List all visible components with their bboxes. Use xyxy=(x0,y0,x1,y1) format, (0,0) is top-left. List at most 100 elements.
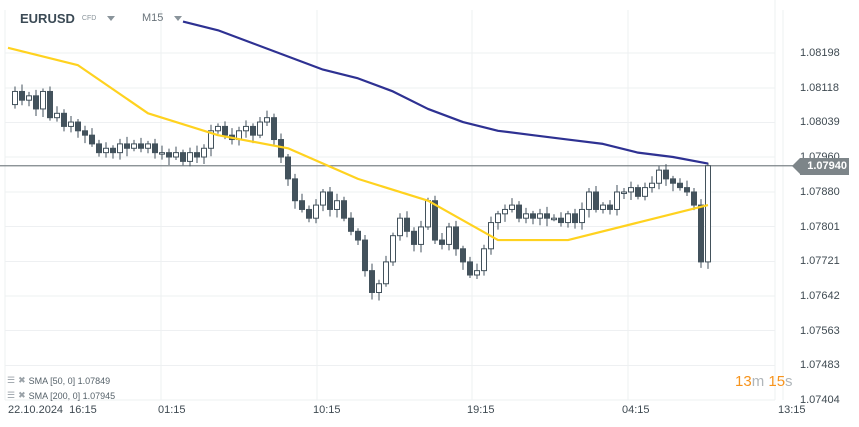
timer-m-unit: m xyxy=(751,373,765,390)
candle-bullish xyxy=(397,217,403,237)
candle-bullish xyxy=(649,182,655,189)
timer-seconds: 15 xyxy=(768,373,786,390)
candle-bullish xyxy=(187,152,193,162)
candle-bearish xyxy=(110,147,116,154)
candle-bearish xyxy=(607,204,613,210)
candle-bullish xyxy=(495,213,501,224)
time-tick-label: 22.10.2024 16:15 xyxy=(8,404,97,416)
symbol-name: EURUSD xyxy=(20,10,75,26)
candle-bearish xyxy=(691,191,697,206)
candle-bullish xyxy=(446,226,452,245)
candle-bearish xyxy=(663,169,669,180)
candle-bullish xyxy=(243,125,249,132)
candle-bullish xyxy=(614,191,620,210)
candle-bullish xyxy=(523,213,529,219)
time-tick-label: 04:15 xyxy=(622,404,650,416)
time-tick-label: 19:15 xyxy=(467,404,495,416)
price-tick-label: 1.07801 xyxy=(800,220,840,233)
candle-bullish xyxy=(54,112,60,119)
price-tick-label: 1.07880 xyxy=(800,185,840,198)
candle-bearish xyxy=(439,239,445,245)
candle-bullish xyxy=(628,187,634,193)
candle-bullish xyxy=(481,248,487,272)
indicator-label: SMA [50, 0] 1.07849 xyxy=(28,375,111,386)
candle-bearish xyxy=(572,213,578,224)
candle-bullish xyxy=(537,213,543,219)
price-tick-label: 1.07404 xyxy=(800,394,840,406)
time-tick-label: 01:15 xyxy=(158,404,186,416)
candle-bearish xyxy=(306,208,312,219)
candle-bearish xyxy=(684,187,690,193)
symbol-type: CFD xyxy=(81,14,97,22)
time-tick-label: 13:15 xyxy=(778,404,806,416)
candle-bullish xyxy=(215,125,221,132)
candle-bullish xyxy=(68,121,74,127)
candle-bearish xyxy=(124,143,130,149)
candle-bearish xyxy=(299,200,305,210)
candle-bearish xyxy=(635,187,641,197)
candle-bullish xyxy=(600,204,606,210)
symbol-selector[interactable]: EURUSD CFD xyxy=(20,8,116,28)
price-tick-label: 1.07642 xyxy=(800,289,840,302)
candle-bullish xyxy=(40,90,46,110)
price-tick-label: 1.07563 xyxy=(800,324,840,337)
candle-bullish xyxy=(159,152,165,155)
candle-bearish xyxy=(593,191,599,210)
timeframe-selector[interactable]: M15 xyxy=(142,8,183,28)
candle-bearish xyxy=(677,182,683,189)
indicator-sma50[interactable]: ☰ ✖ SMA [50, 0] 1.07849 xyxy=(7,375,110,386)
price-tick-label: 1.07721 xyxy=(800,255,840,268)
chevron-down-icon xyxy=(174,15,183,21)
candle-bearish xyxy=(285,156,291,180)
candle-bullish xyxy=(131,143,137,149)
timer-minutes: 13 xyxy=(735,373,752,390)
candle-bearish xyxy=(89,134,95,145)
candle-bearish xyxy=(292,178,298,202)
candle-bearish xyxy=(180,152,186,162)
candle-bearish xyxy=(432,200,438,241)
candle-bearish xyxy=(96,143,102,154)
candle-bullish xyxy=(376,283,382,293)
candle-bearish xyxy=(467,261,473,276)
candle-bullish xyxy=(173,152,179,158)
settings-icon[interactable]: ☰ xyxy=(7,390,16,400)
candle-bullish xyxy=(383,261,389,285)
candle-bearish xyxy=(194,152,200,158)
price-tick-label: 1.08198 xyxy=(800,47,840,59)
candle-bearish xyxy=(670,178,676,184)
candle-bullish xyxy=(551,217,557,221)
candle-bearish xyxy=(544,213,550,219)
candle-bearish xyxy=(138,143,144,149)
candle-bullish xyxy=(320,191,326,206)
candle-bullish xyxy=(502,208,508,215)
candle-bearish xyxy=(453,226,459,250)
price-tick-label: 1.07483 xyxy=(800,359,840,372)
sma200-line xyxy=(182,20,709,165)
candle-bullish xyxy=(208,130,214,149)
candle-bullish xyxy=(264,117,270,123)
candle-bullish xyxy=(201,147,207,158)
indicator-sma200[interactable]: ☰ ✖ SMA [200, 0] 1.07945 xyxy=(7,390,115,401)
candle-bullish xyxy=(117,143,123,154)
candle-bearish xyxy=(33,95,39,110)
indicator-label: SMA [200, 0] 1.07945 xyxy=(28,390,116,401)
chevron-down-icon xyxy=(107,15,116,21)
candle-bullish xyxy=(642,187,648,197)
candle-bearish xyxy=(271,117,277,141)
close-icon[interactable]: ✖ xyxy=(18,390,26,400)
settings-icon[interactable]: ☰ xyxy=(7,375,16,385)
candle-bullish xyxy=(656,169,662,184)
candle-bearish xyxy=(47,90,53,119)
candle-bearish xyxy=(152,143,158,154)
candle-bearish xyxy=(530,213,536,219)
timer-s-unit: s xyxy=(785,373,793,390)
candle-bullish xyxy=(418,226,424,245)
candle-bearish xyxy=(404,217,410,232)
candle-bearish xyxy=(222,125,228,136)
close-icon[interactable]: ✖ xyxy=(18,375,26,385)
candle-bullish xyxy=(425,200,431,228)
candle-bearish xyxy=(558,217,564,224)
candle-bullish xyxy=(390,235,396,263)
